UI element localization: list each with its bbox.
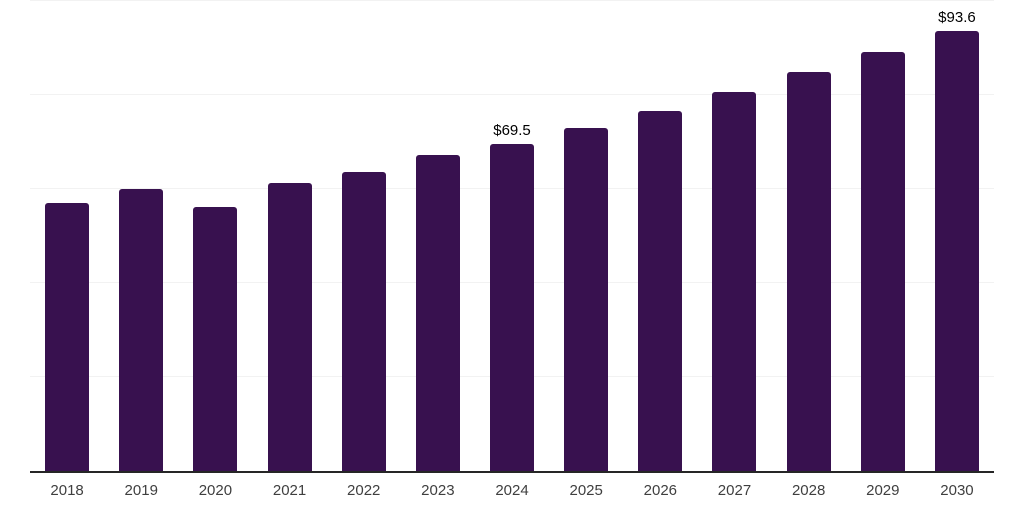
bar-2018 <box>45 203 90 471</box>
bar-column-2021 <box>252 1 326 471</box>
x-tick-2024: 2024 <box>495 482 529 499</box>
bar-column-2030: $93.6 <box>920 1 994 471</box>
x-tick-2030: 2030 <box>940 482 974 499</box>
bar-column-2024: $69.5 <box>475 1 549 471</box>
x-axis-line <box>30 471 994 473</box>
bar-2019 <box>119 188 164 471</box>
bar-column-2018 <box>30 1 104 471</box>
x-tick-2027: 2027 <box>717 482 752 499</box>
bar-2021 <box>267 183 312 471</box>
bar-2024 <box>490 144 535 471</box>
data-label-2030: $93.6 <box>938 9 976 27</box>
bar-2029 <box>860 52 905 471</box>
gridline-80 <box>30 94 994 95</box>
bar-2026 <box>638 110 683 471</box>
bar-column-2028 <box>772 1 846 471</box>
x-tick-2019: 2019 <box>124 482 158 499</box>
bar-column-2026 <box>623 1 697 471</box>
bar-column-2020 <box>178 1 252 471</box>
bar-column-2029 <box>846 1 920 471</box>
gridline-100 <box>30 0 994 1</box>
bar-column-2025 <box>549 1 623 471</box>
x-axis-labels: 2018 2019 2020 2021 2022 2023 2024 2025 2026 2027… <box>30 482 994 500</box>
x-tick-2029: 2029 <box>866 482 900 499</box>
bar-2023 <box>415 155 460 471</box>
data-label-2024: $69.5 <box>493 122 531 140</box>
x-tick-2023: 2023 <box>421 482 455 499</box>
bar-2027 <box>712 91 757 471</box>
bar-2028 <box>786 71 831 471</box>
bar-2022 <box>341 172 386 471</box>
bar-column-2027 <box>697 1 771 471</box>
bar-series: $69.5 $93.6 <box>30 1 994 471</box>
plot-area: $69.5 $93.6 <box>30 0 994 473</box>
bar-column-2019 <box>104 1 178 471</box>
bar-column-2023 <box>401 1 475 471</box>
x-tick-2028: 2028 <box>791 482 826 499</box>
x-tick-2021: 2021 <box>272 482 307 499</box>
x-tick-2018: 2018 <box>50 482 84 499</box>
x-tick-2025: 2025 <box>569 482 603 499</box>
bar-2025 <box>564 127 609 471</box>
bar-2020 <box>193 206 238 471</box>
x-tick-2026: 2026 <box>643 482 678 499</box>
bar-2030 <box>934 31 979 471</box>
x-tick-2020: 2020 <box>198 482 233 499</box>
bar-column-2022 <box>327 1 401 471</box>
x-tick-2022: 2022 <box>347 482 381 499</box>
